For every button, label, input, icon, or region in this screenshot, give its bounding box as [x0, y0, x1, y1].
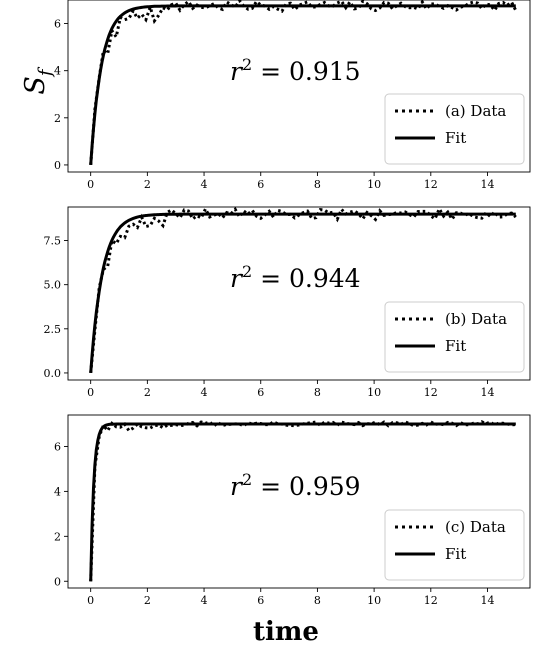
x-tick-label: 4 — [201, 594, 208, 607]
y-tick-label: 2.5 — [44, 323, 62, 336]
r-squared-annotation: r2 = 0.915 — [230, 55, 361, 86]
legend-label: Fit — [445, 129, 466, 147]
legend: (b) Data Fit — [384, 301, 525, 373]
x-tick-label: 10 — [367, 386, 381, 399]
x-tick-label: 0 — [87, 386, 94, 399]
x-tick-label: 10 — [367, 594, 381, 607]
y-tick-label: 4 — [54, 485, 61, 498]
y-tick-label: 0.0 — [44, 367, 62, 380]
x-tick-label: 12 — [424, 594, 438, 607]
legend-label: (c) Data — [445, 518, 506, 536]
legend: (a) Data Fit — [384, 93, 525, 165]
x-tick-label: 14 — [480, 594, 494, 607]
y-axis-label: Sf — [20, 66, 56, 95]
x-tick-label: 2 — [144, 594, 151, 607]
y-tick-label: 6 — [54, 18, 61, 31]
r-squared-annotation: r2 = 0.944 — [230, 262, 361, 293]
r-symbol: r — [230, 264, 244, 293]
y-label-subscript: f — [35, 66, 56, 78]
x-tick-label: 4 — [201, 178, 208, 191]
x-tick-label: 0 — [87, 178, 94, 191]
y-tick-label: 0 — [54, 575, 61, 588]
x-tick-label: 10 — [367, 178, 381, 191]
x-tick-label: 8 — [314, 178, 321, 191]
legend-box — [384, 509, 525, 581]
y-tick-label: 5.0 — [44, 279, 62, 292]
legend-label: (b) Data — [445, 310, 507, 328]
r-exponent: 2 — [242, 470, 252, 489]
y-tick-label: 2 — [54, 530, 61, 543]
plot-frame — [67, 206, 531, 381]
x-tick-label: 6 — [257, 386, 264, 399]
series-fit-line — [89, 422, 516, 582]
r-value: = 0.915 — [252, 57, 360, 86]
legend-box — [384, 93, 525, 165]
panel-b: 0 2 4 6 8 10 12 140.02.55.07.5r2 = 0.944(b) Dat… — [44, 206, 531, 399]
x-tick-label: 8 — [314, 386, 321, 399]
x-axis-label: time — [253, 617, 319, 645]
legend-label: (a) Data — [445, 102, 506, 120]
legend-label: Fit — [445, 337, 466, 355]
x-tick-label: 12 — [424, 386, 438, 399]
y-tick-label: 4 — [54, 65, 61, 78]
series-fit-line — [89, 4, 516, 166]
x-tick-label: 4 — [201, 386, 208, 399]
x-tick-label: 2 — [144, 386, 151, 399]
x-tick-label: 12 — [424, 178, 438, 191]
plot-frame — [67, 414, 531, 589]
y-label-main: S — [20, 76, 51, 95]
legend-label: Fit — [445, 545, 466, 563]
y-tick-label: 0 — [54, 159, 61, 172]
series-fit-line — [89, 212, 516, 374]
x-tick-label: 6 — [257, 178, 264, 191]
r-value: = 0.944 — [252, 264, 360, 293]
y-tick-label: 7.5 — [44, 235, 62, 248]
legend-box — [384, 301, 525, 373]
r-symbol: r — [230, 472, 244, 501]
r-exponent: 2 — [242, 262, 252, 281]
x-tick-label: 2 — [144, 178, 151, 191]
r-exponent: 2 — [242, 55, 252, 74]
x-tick-label: 0 — [87, 594, 94, 607]
legend: (c) Data Fit — [384, 509, 525, 581]
y-tick-label: 6 — [54, 440, 61, 453]
x-tick-label: 8 — [314, 594, 321, 607]
plot-frame — [67, 0, 531, 173]
r-value: = 0.959 — [252, 472, 360, 501]
r-squared-annotation: r2 = 0.959 — [230, 470, 361, 501]
x-tick-label: 6 — [257, 594, 264, 607]
x-tick-label: 14 — [480, 386, 494, 399]
y-tick-label: 2 — [54, 112, 61, 125]
x-tick-label: 14 — [480, 178, 494, 191]
r-symbol: r — [230, 57, 244, 86]
